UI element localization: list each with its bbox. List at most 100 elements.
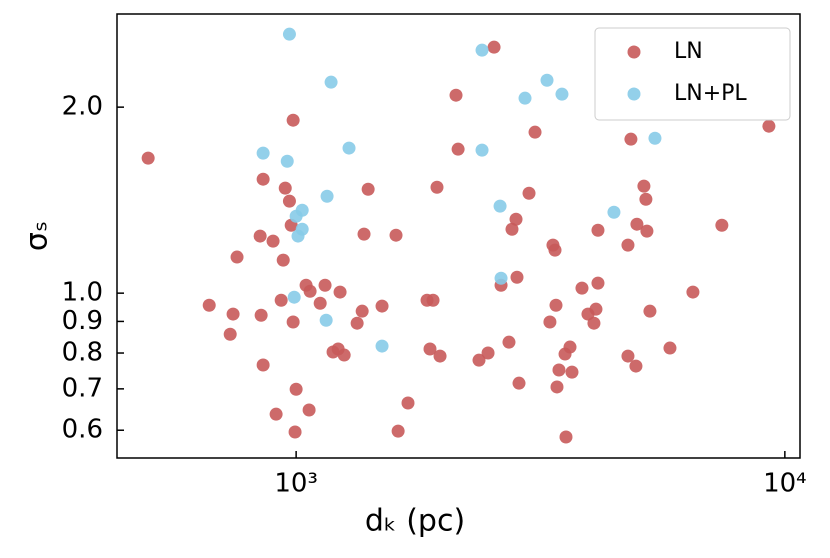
point (493, 199, 507, 213)
point (565, 365, 579, 379)
point (313, 296, 327, 310)
point (549, 298, 563, 312)
legend-label: LN+PL (674, 81, 747, 106)
point (256, 146, 270, 160)
point (289, 382, 303, 396)
point (630, 217, 644, 231)
point (230, 250, 244, 264)
point (274, 293, 288, 307)
legend-marker (627, 45, 641, 59)
point (621, 349, 635, 363)
point (357, 227, 371, 241)
point (575, 281, 589, 295)
point (451, 142, 465, 156)
point (505, 222, 519, 236)
point (355, 304, 369, 318)
point (550, 380, 564, 394)
point (226, 307, 240, 321)
point (278, 181, 292, 195)
point (552, 363, 566, 377)
point (587, 316, 601, 330)
x-tick-label: 10⁴ (763, 469, 807, 499)
point (324, 75, 338, 89)
point (282, 27, 296, 41)
point (375, 299, 389, 313)
x-tick-label: 10³ (274, 469, 318, 499)
point (375, 339, 389, 353)
y-tick-label: 0.8 (62, 338, 103, 368)
point (350, 316, 364, 330)
point (401, 396, 415, 410)
point (433, 349, 447, 363)
point (303, 284, 317, 298)
point (540, 73, 554, 87)
point (512, 376, 526, 390)
point (256, 358, 270, 372)
point (223, 327, 237, 341)
point (319, 313, 333, 327)
x-axis-label: dₖ (pc) (365, 504, 465, 539)
point (563, 340, 577, 354)
y-axis-label: σₛ (20, 221, 55, 251)
point (254, 308, 268, 322)
y-tick-label: 2.0 (62, 92, 103, 122)
point (269, 407, 283, 421)
point (141, 151, 155, 165)
point (286, 315, 300, 329)
point (548, 243, 562, 257)
point (391, 424, 405, 438)
point (423, 342, 437, 356)
y-tick-label: 1.0 (62, 278, 103, 308)
point (510, 270, 524, 284)
point (430, 180, 444, 194)
point (389, 228, 403, 242)
point (472, 353, 486, 367)
point (320, 189, 334, 203)
point (591, 223, 605, 237)
point (494, 271, 508, 285)
point (288, 425, 302, 439)
point (426, 293, 440, 307)
point (637, 179, 651, 193)
point (640, 224, 654, 238)
point (522, 186, 536, 200)
y-tick-label: 0.6 (62, 415, 103, 445)
point (591, 276, 605, 290)
point (543, 315, 557, 329)
point (276, 253, 290, 267)
point (475, 43, 489, 57)
point (481, 346, 495, 360)
point (528, 125, 542, 139)
point (624, 132, 638, 146)
point (291, 229, 305, 243)
point (337, 348, 351, 362)
point (559, 430, 573, 444)
point (607, 205, 621, 219)
y-tick-label: 0.7 (62, 373, 103, 403)
point (342, 141, 356, 155)
point (202, 298, 216, 312)
point (648, 131, 662, 145)
point (256, 172, 270, 186)
point (518, 91, 532, 105)
point (280, 154, 294, 168)
point (475, 143, 489, 157)
point (686, 285, 700, 299)
point (555, 87, 569, 101)
point (282, 194, 296, 208)
point (253, 229, 267, 243)
point (715, 218, 729, 232)
legend-box (594, 27, 791, 121)
point (318, 278, 332, 292)
point (639, 192, 653, 206)
legend-label: LN (674, 39, 703, 64)
point (361, 182, 375, 196)
legend-marker (627, 87, 641, 101)
point (589, 302, 603, 316)
point (509, 212, 523, 226)
plot-frame (116, 13, 801, 459)
point (449, 88, 463, 102)
point (762, 119, 776, 133)
